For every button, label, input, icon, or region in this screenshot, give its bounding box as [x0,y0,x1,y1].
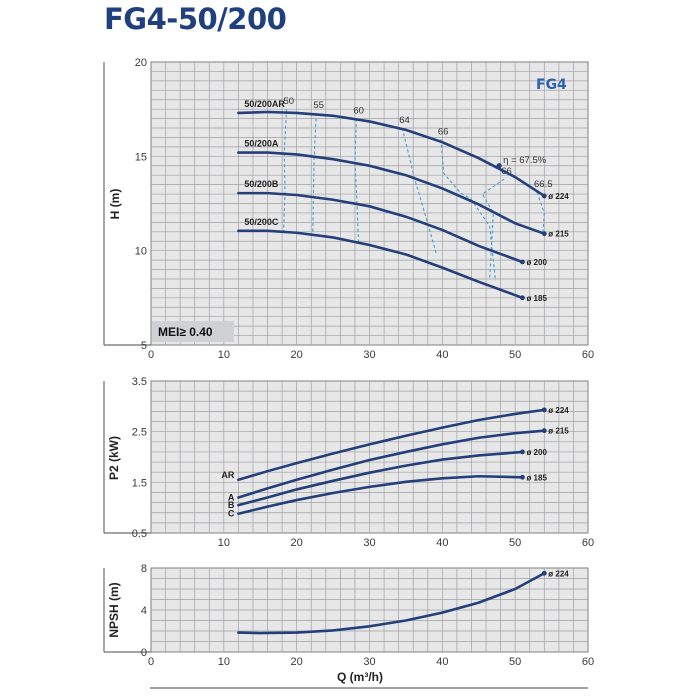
power-series-endpoint [541,407,547,413]
head-y-tick-label: 20 [135,57,147,69]
npsh-x-tick-label: 10 [218,656,230,668]
npsh-x-tick-label: 20 [291,656,303,668]
power-series-line [237,450,524,507]
efficiency-line [440,139,497,281]
power-series-endpoint [541,428,547,434]
power-series-end-label: ø 224 [548,406,569,415]
power-x-tick-label: 30 [363,537,375,549]
power-y-tick-label: 3.5 [132,376,147,388]
npsh-x-tick-label: 50 [509,656,521,668]
head-x-tick-label: 20 [291,349,303,361]
head-series-line [237,229,524,300]
head-series-name: 50/200A [244,139,279,149]
head-series-endpoint [520,259,525,265]
mei-label: MEI≥ 0.40 [158,325,213,339]
head-series-end-label: ø 215 [548,230,569,239]
head-x-tick-label: 60 [582,349,594,361]
efficiency-label: 66.5 [534,179,553,190]
head-y-tick-label: 15 [135,151,147,163]
npsh-series-end-label: ø 224 [548,569,569,578]
head-x-tick-label: 10 [218,349,230,361]
head-x-tick-label: 40 [436,349,448,361]
head-x-tick-label: 50 [509,349,521,361]
head-series-line [237,110,546,198]
head-series-endpoint [541,231,547,237]
head-y-tick-label: 5 [141,340,147,352]
power-series-name: AR [221,470,234,480]
efficiency-label: 50 [283,96,294,107]
npsh-y-axis-label: NPSH (m) [107,582,121,637]
mei-box [152,321,234,342]
npsh-x-tick-label: 60 [582,656,594,668]
power-series-line [237,474,524,516]
page-title: FG4-50/200 [104,2,287,36]
efficiency-line [312,112,317,236]
model-badge: FG4 [536,77,567,93]
efficiency-label: 55 [313,100,324,111]
badge-group: FG4 [536,77,567,93]
power-y-tick-label: 0.5 [132,528,147,540]
efficiency-line [354,118,360,246]
head-series-line [237,151,546,235]
npsh-y-tick-label: 0 [141,647,147,659]
power-series-name: C [228,509,235,519]
head-series-end-label: ø 185 [526,294,547,303]
efficiency-line [401,127,438,255]
npsh-x-tick-label: 40 [436,656,448,668]
head-series-end-label: ø 200 [526,258,547,267]
head-series-end-label: ø 224 [548,192,569,201]
npsh-x-axis-label: Q (m³/h) [337,670,383,684]
npsh-y-tick-label: 4 [141,605,147,617]
head-series-name: 50/200B [244,179,279,189]
power-y-tick-label: 2.5 [132,427,147,439]
power-series-end-label: ø 215 [548,427,569,436]
power-y-axis-label: P2 (kW) [107,436,121,480]
npsh-x-tick-label: 30 [363,656,375,668]
npsh-chart: 0 4 8 0 10 20 30 40 50 60 NPSH (m) Q (m³/h) ø 224 [103,563,594,684]
head-y-axis-label: H (m) [108,189,122,220]
npsh-y-tick-label: 8 [141,563,147,575]
head-x-tick-label: 0 [148,349,154,361]
power-x-tick-label: 60 [582,537,594,549]
efficiency-label: 66 [438,126,449,137]
power-series-name: A [228,493,235,503]
head-series-name: 50/200C [244,217,279,227]
efficiency-line [536,191,545,234]
efficiency-label: 60 [353,106,364,117]
head-series-line [237,191,524,264]
mei-group: MEI≥ 0.40 [152,321,234,342]
head-x-tick-label: 30 [363,349,375,361]
efficiency-label: η = 67.5% [503,155,547,166]
power-series-end-label: ø 200 [526,448,547,457]
head-series-endpoint [520,295,525,301]
npsh-series-endpoint [541,570,547,576]
efficiency-label: 64 [399,115,410,126]
power-x-tick-label: 20 [291,537,303,549]
head-y-tick-label: 10 [135,246,147,258]
power-chart: 0.5 1.5 2.5 3.5 10 20 30 40 50 60 P2 (kW) ø 224 AR ø … [103,376,594,549]
power-series-endpoint [520,474,525,480]
power-series-endpoint [520,449,525,455]
npsh-series-line [237,571,546,635]
power-series-line [237,408,546,482]
head-series-name: 50/200AR [244,99,285,109]
npsh-x-tick-label: 0 [148,656,154,668]
power-y-tick-label: 1.5 [132,477,147,489]
power-series-line [237,429,546,499]
power-x-tick-label: 40 [436,537,448,549]
power-x-tick-label: 50 [509,537,521,549]
head-series-endpoint [541,193,547,199]
power-series-end-label: ø 185 [526,473,547,482]
power-x-tick-label: 10 [218,537,230,549]
power-series-name: B [228,500,235,510]
